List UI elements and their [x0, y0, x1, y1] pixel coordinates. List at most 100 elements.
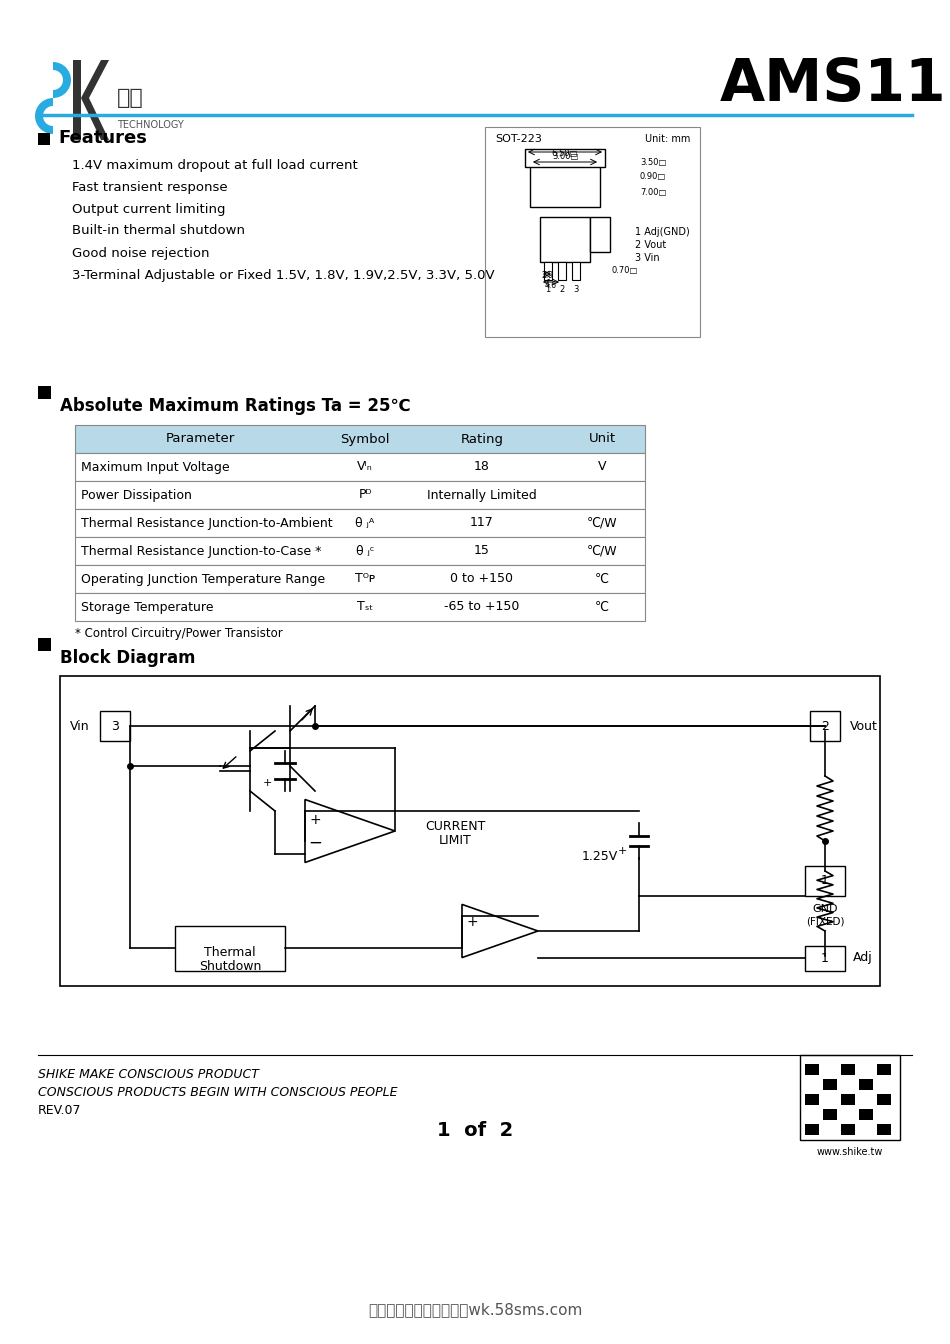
Text: 3 Vin: 3 Vin: [635, 253, 659, 263]
Bar: [805, 946, 845, 970]
Text: 1.4V maximum dropout at full load current: 1.4V maximum dropout at full load curren…: [72, 159, 358, 172]
Text: 4.6: 4.6: [545, 281, 557, 290]
Bar: [544, 262, 552, 280]
Text: 0 to +150: 0 to +150: [450, 573, 514, 586]
Bar: [841, 1124, 855, 1134]
Text: 0.70□: 0.70□: [612, 266, 638, 274]
Text: Shutdown: Shutdown: [199, 961, 261, 973]
Text: Block Diagram: Block Diagram: [60, 649, 196, 667]
Text: ℃/W: ℃/W: [587, 516, 618, 530]
Text: −: −: [308, 833, 322, 851]
Wedge shape: [35, 98, 53, 134]
Text: Tᴼᴘ: Tᴼᴘ: [354, 573, 375, 586]
Text: 1: 1: [821, 875, 829, 887]
Text: Fast transient response: Fast transient response: [72, 180, 228, 194]
Bar: [805, 866, 845, 896]
Text: GND: GND: [812, 905, 838, 914]
Polygon shape: [81, 60, 109, 140]
Text: Internally Limited: Internally Limited: [428, 488, 537, 501]
Text: 1 Adj(GND): 1 Adj(GND): [635, 227, 690, 237]
Bar: [75, 425, 645, 453]
Text: ℃/W: ℃/W: [587, 544, 618, 558]
Text: CONSCIOUS PRODUCTS BEGIN WITH CONSCIOUS PEOPLE: CONSCIOUS PRODUCTS BEGIN WITH CONSCIOUS …: [38, 1086, 397, 1099]
Text: Thermal Resistance Junction-to-Ambient: Thermal Resistance Junction-to-Ambient: [81, 516, 332, 530]
Text: 0.90□: 0.90□: [640, 172, 666, 181]
Text: 3: 3: [111, 719, 119, 732]
Text: 7.00□: 7.00□: [640, 188, 666, 196]
Text: REV.07: REV.07: [38, 1105, 82, 1117]
Text: 6.50□: 6.50□: [552, 149, 579, 159]
Bar: [859, 1109, 873, 1120]
Text: Absolute Maximum Ratings Ta = 25℃: Absolute Maximum Ratings Ta = 25℃: [60, 396, 410, 415]
Text: 117: 117: [470, 516, 494, 530]
Polygon shape: [73, 60, 81, 140]
Bar: [38, 638, 51, 650]
Text: Power Dissipation: Power Dissipation: [81, 488, 192, 501]
Text: 3-Terminal Adjustable or Fixed 1.5V, 1.8V, 1.9V,2.5V, 3.3V, 5.0V: 3-Terminal Adjustable or Fixed 1.5V, 1.8…: [72, 269, 495, 281]
Text: +: +: [618, 845, 627, 856]
Text: Unit: Unit: [588, 433, 616, 445]
Bar: [38, 133, 50, 145]
Bar: [175, 926, 285, 970]
Text: CURRENT: CURRENT: [425, 820, 485, 832]
Text: AMS1117: AMS1117: [720, 56, 950, 113]
Text: * Control Circuitry/Power Transistor: * Control Circuitry/Power Transistor: [75, 626, 283, 640]
Text: 2.9: 2.9: [541, 271, 553, 280]
Text: 2 Vout: 2 Vout: [635, 241, 666, 250]
Bar: [530, 157, 600, 207]
Bar: [558, 262, 566, 280]
Text: Tₛₜ: Tₛₜ: [357, 601, 373, 613]
Text: Symbol: Symbol: [340, 433, 389, 445]
Text: 1.25V: 1.25V: [581, 849, 618, 863]
Text: SHIKE MAKE CONSCIOUS PRODUCT: SHIKE MAKE CONSCIOUS PRODUCT: [38, 1068, 258, 1082]
Text: Vin: Vin: [70, 719, 89, 732]
Text: θ ⱼᴬ: θ ⱼᴬ: [355, 516, 374, 530]
Text: LIMIT: LIMIT: [439, 835, 471, 848]
Text: Features: Features: [58, 129, 147, 146]
Bar: [800, 1055, 900, 1140]
Text: Thermal Resistance Junction-to-Case *: Thermal Resistance Junction-to-Case *: [81, 544, 321, 558]
Text: 2: 2: [560, 285, 564, 294]
Text: V: V: [598, 461, 606, 473]
Bar: [75, 453, 645, 481]
Bar: [877, 1064, 891, 1075]
Text: Vout: Vout: [850, 719, 878, 732]
Bar: [60, 676, 880, 986]
Text: Unit: mm: Unit: mm: [645, 134, 691, 144]
Polygon shape: [462, 905, 538, 957]
Bar: [75, 593, 645, 621]
Text: www.shike.tw: www.shike.tw: [817, 1146, 884, 1157]
Bar: [823, 1109, 837, 1120]
Text: 时科: 时科: [117, 87, 143, 108]
Text: Good noise rejection: Good noise rejection: [72, 246, 210, 259]
Text: Parameter: Parameter: [165, 433, 235, 445]
Bar: [841, 1094, 855, 1105]
Bar: [75, 481, 645, 509]
Text: Thermal: Thermal: [204, 945, 256, 958]
Text: 1  of  2: 1 of 2: [437, 1121, 513, 1140]
Text: 3: 3: [573, 285, 579, 294]
Text: Pᴰ: Pᴰ: [358, 488, 371, 501]
Bar: [823, 1079, 837, 1090]
Bar: [810, 711, 840, 741]
Text: Built-in thermal shutdown: Built-in thermal shutdown: [72, 224, 245, 238]
Text: 2: 2: [821, 719, 829, 732]
Text: Output current limiting: Output current limiting: [72, 203, 225, 215]
Text: 更多资料下载请到五八库wk.58sms.com: 更多资料下载请到五八库wk.58sms.com: [368, 1302, 582, 1317]
Text: 1: 1: [545, 285, 551, 294]
Bar: [805, 1094, 819, 1105]
Text: 3.50□: 3.50□: [640, 157, 666, 167]
Text: 15: 15: [474, 544, 490, 558]
Bar: [572, 262, 580, 280]
Bar: [525, 149, 605, 167]
Text: TECHNOLOGY: TECHNOLOGY: [117, 120, 183, 130]
Text: Rating: Rating: [461, 433, 504, 445]
Text: 18: 18: [474, 461, 490, 473]
Text: ℃: ℃: [595, 573, 609, 586]
Text: Storage Temperature: Storage Temperature: [81, 601, 214, 613]
Bar: [877, 1124, 891, 1134]
Text: (FIXED): (FIXED): [806, 917, 845, 926]
Bar: [877, 1094, 891, 1105]
Bar: [859, 1079, 873, 1090]
Bar: [38, 386, 51, 399]
